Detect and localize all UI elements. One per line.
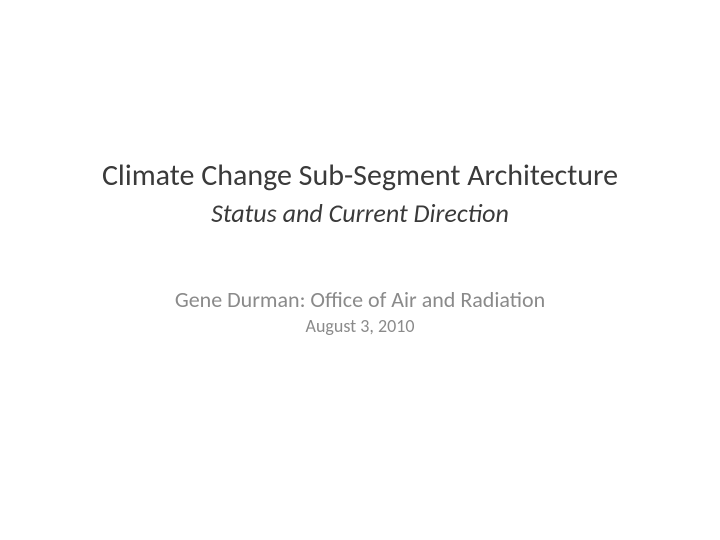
slide-author: Gene Durman: Office of Air and Radiation xyxy=(175,287,545,313)
presentation-slide: Climate Change Sub-Segment Architecture … xyxy=(0,0,720,540)
slide-subtitle: Status and Current Direction xyxy=(211,198,509,229)
slide-title: Climate Change Sub-Segment Architecture xyxy=(102,158,618,194)
slide-date: August 3, 2010 xyxy=(306,316,415,338)
